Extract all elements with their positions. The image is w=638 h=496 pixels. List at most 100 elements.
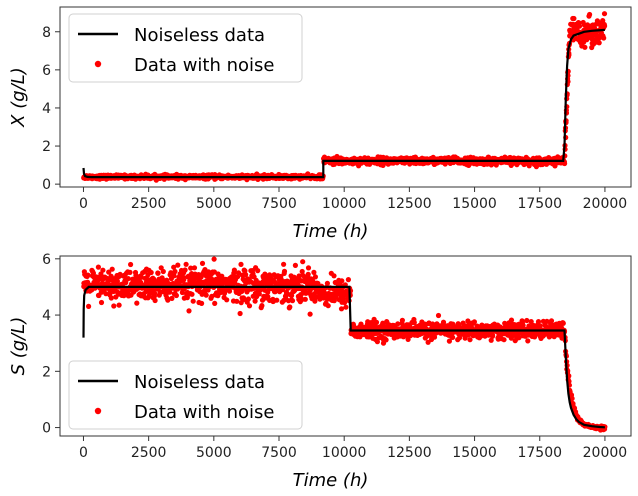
data-point — [203, 292, 209, 298]
data-point — [571, 15, 577, 22]
data-point — [190, 298, 196, 304]
data-point — [405, 336, 411, 342]
data-point — [281, 261, 287, 267]
data-point — [246, 303, 253, 309]
data-point — [108, 295, 114, 301]
data-point — [226, 288, 233, 294]
data-point — [160, 268, 166, 275]
data-point — [103, 291, 109, 297]
data-point — [245, 296, 251, 302]
data-point — [305, 265, 312, 271]
data-point — [374, 339, 380, 345]
data-point — [125, 276, 131, 282]
y-axis-label: S (g/L) — [8, 317, 29, 376]
data-point — [191, 265, 198, 271]
data-point — [467, 337, 473, 343]
data-point — [152, 290, 158, 296]
data-point — [212, 300, 218, 306]
data-point — [292, 262, 298, 268]
x-tick-label: 0 — [79, 196, 88, 212]
data-point — [587, 11, 593, 18]
data-point — [450, 334, 456, 340]
x-tick-label: 17500 — [517, 196, 562, 212]
x-tick-label: 15000 — [452, 196, 497, 212]
data-point — [100, 267, 106, 273]
data-point — [86, 303, 92, 309]
data-point — [168, 270, 174, 276]
data-point — [569, 395, 575, 402]
data-point — [148, 269, 154, 276]
y-tick-label: 2 — [42, 364, 51, 380]
x-tick-label: 15000 — [452, 445, 497, 461]
data-point — [169, 295, 175, 301]
x-tick-label: 2500 — [131, 196, 167, 212]
y-tick-label: 4 — [42, 101, 51, 117]
data-point — [181, 277, 187, 283]
data-point — [544, 318, 550, 324]
data-point — [560, 320, 566, 326]
x-tick-label: 2500 — [131, 445, 167, 461]
data-point — [508, 317, 515, 323]
data-point — [172, 268, 178, 275]
legend-entry-noise: Data with noise — [134, 402, 274, 423]
data-point — [231, 267, 237, 273]
data-point — [85, 272, 91, 278]
data-point — [235, 270, 242, 276]
data-point — [302, 296, 308, 302]
y-tick-label: 8 — [42, 25, 51, 41]
data-point — [281, 268, 288, 274]
data-point — [537, 323, 543, 329]
x-tick-label: 10000 — [322, 196, 367, 212]
data-point — [158, 289, 164, 295]
data-point — [289, 298, 296, 304]
data-point — [524, 317, 530, 324]
data-point — [582, 44, 588, 50]
data-point — [109, 266, 115, 272]
data-point — [188, 265, 194, 271]
data-point — [211, 256, 217, 262]
data-point — [383, 337, 389, 343]
data-point — [274, 297, 280, 303]
y-tick-label: 0 — [42, 177, 51, 193]
data-point — [411, 319, 417, 326]
data-point — [127, 269, 133, 275]
data-point — [182, 267, 188, 273]
data-point — [155, 270, 161, 276]
data-point — [533, 164, 540, 170]
data-point — [171, 264, 177, 270]
x-tick-label: 7500 — [261, 445, 297, 461]
x-tick-label: 12500 — [387, 196, 432, 212]
data-point — [395, 321, 401, 327]
data-point — [431, 334, 438, 340]
data-point — [189, 291, 195, 297]
data-point — [325, 303, 331, 309]
x-tick-label: 5000 — [196, 445, 232, 461]
data-point — [224, 297, 230, 303]
data-point — [152, 297, 158, 304]
data-point — [312, 298, 318, 304]
data-point — [283, 289, 290, 295]
data-point — [602, 23, 608, 29]
data-point — [116, 302, 122, 308]
data-point — [345, 277, 351, 283]
x-tick-label: 20000 — [583, 445, 628, 461]
data-point — [315, 280, 321, 287]
x-axis-label: Time (h) — [293, 470, 369, 491]
data-point — [373, 319, 380, 325]
x-tick-label: 17500 — [517, 445, 562, 461]
data-point — [338, 306, 345, 312]
data-point — [471, 319, 477, 325]
data-point — [324, 280, 330, 286]
y-tick-label: 4 — [42, 308, 51, 324]
data-point — [173, 292, 179, 299]
legend: Noiseless data Data with noise — [68, 360, 303, 430]
data-point — [171, 273, 177, 279]
data-point — [312, 274, 318, 280]
data-point — [357, 334, 363, 340]
data-point — [525, 338, 531, 344]
data-point — [501, 337, 507, 343]
data-point — [106, 269, 112, 275]
data-point — [98, 299, 105, 306]
top-panel-x: 0 2500 5000 7500 10000 12500 15000 17500 20000 0 2… — [8, 6, 632, 242]
data-point — [576, 23, 583, 29]
